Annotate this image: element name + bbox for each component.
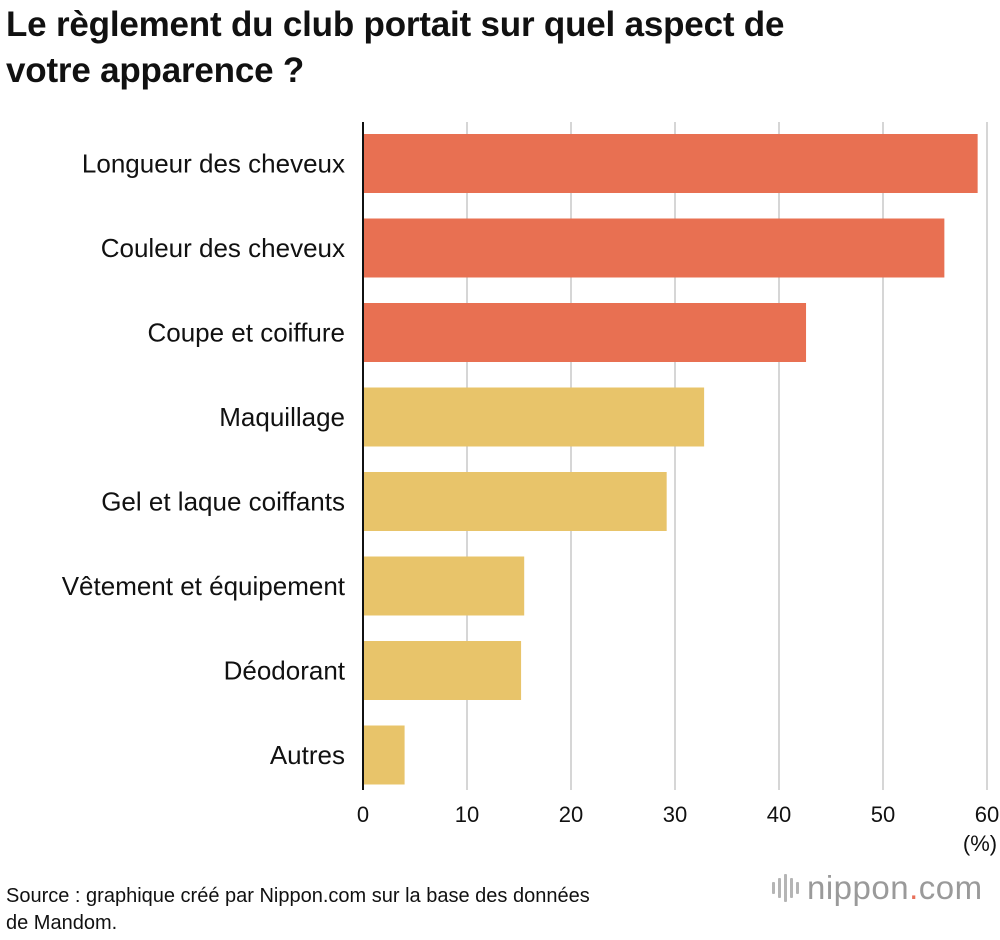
chart-title-line-1: Le règlement du club portait sur quel as… bbox=[6, 5, 785, 44]
source-line-2: de Mandom. bbox=[6, 912, 118, 934]
source-line-1: Source : graphique créé par Nippon.com s… bbox=[6, 885, 590, 907]
chart-title-line-2: votre apparence ? bbox=[6, 51, 305, 90]
source-note: Source : graphique créé par Nippon.com s… bbox=[6, 883, 766, 937]
category-labels: Longueur des cheveux Couleur des cheveux C… bbox=[62, 149, 346, 771]
bar-6 bbox=[363, 556, 525, 616]
x-tick-10: 10 bbox=[455, 802, 479, 827]
category-label-7: Déodorant bbox=[224, 656, 346, 686]
x-tick-0: 0 bbox=[357, 802, 369, 827]
x-tick-50: 50 bbox=[871, 802, 895, 827]
category-label-2: Couleur des cheveux bbox=[101, 233, 345, 263]
x-tick-30: 30 bbox=[663, 802, 687, 827]
bar-chart: Longueur des cheveux Couleur des cheveux C… bbox=[62, 122, 999, 856]
x-tick-20: 20 bbox=[559, 802, 583, 827]
logo-tld: com bbox=[918, 869, 983, 906]
bar-7 bbox=[363, 641, 522, 700]
category-label-3: Coupe et coiffure bbox=[147, 318, 345, 348]
bar-4 bbox=[363, 387, 705, 447]
bar-3 bbox=[363, 303, 807, 362]
bar-8 bbox=[363, 725, 405, 785]
category-label-1: Longueur des cheveux bbox=[82, 149, 345, 179]
chart-title: Le règlement du club portait sur quel as… bbox=[6, 2, 966, 94]
category-label-4: Maquillage bbox=[219, 402, 345, 432]
x-tick-labels: 0 10 20 30 40 50 60 bbox=[357, 802, 999, 827]
bar-2 bbox=[363, 218, 945, 278]
bars bbox=[363, 134, 978, 785]
category-label-6: Vêtement et équipement bbox=[62, 571, 346, 601]
logo-name: nippon bbox=[807, 869, 910, 906]
category-label-8: Autres bbox=[270, 740, 345, 770]
x-tick-60: 60 bbox=[975, 802, 999, 827]
x-axis-unit-label: (%) bbox=[963, 831, 997, 856]
bar-5 bbox=[363, 472, 667, 531]
x-tick-40: 40 bbox=[767, 802, 791, 827]
category-label-5: Gel et laque coiffants bbox=[101, 487, 345, 517]
bar-1 bbox=[363, 134, 978, 193]
sound-wave-icon bbox=[772, 874, 799, 902]
logo-wordmark: nippon.com bbox=[807, 869, 983, 907]
logo-dot: . bbox=[909, 869, 919, 906]
nippon-logo: nippon.com bbox=[772, 868, 983, 908]
